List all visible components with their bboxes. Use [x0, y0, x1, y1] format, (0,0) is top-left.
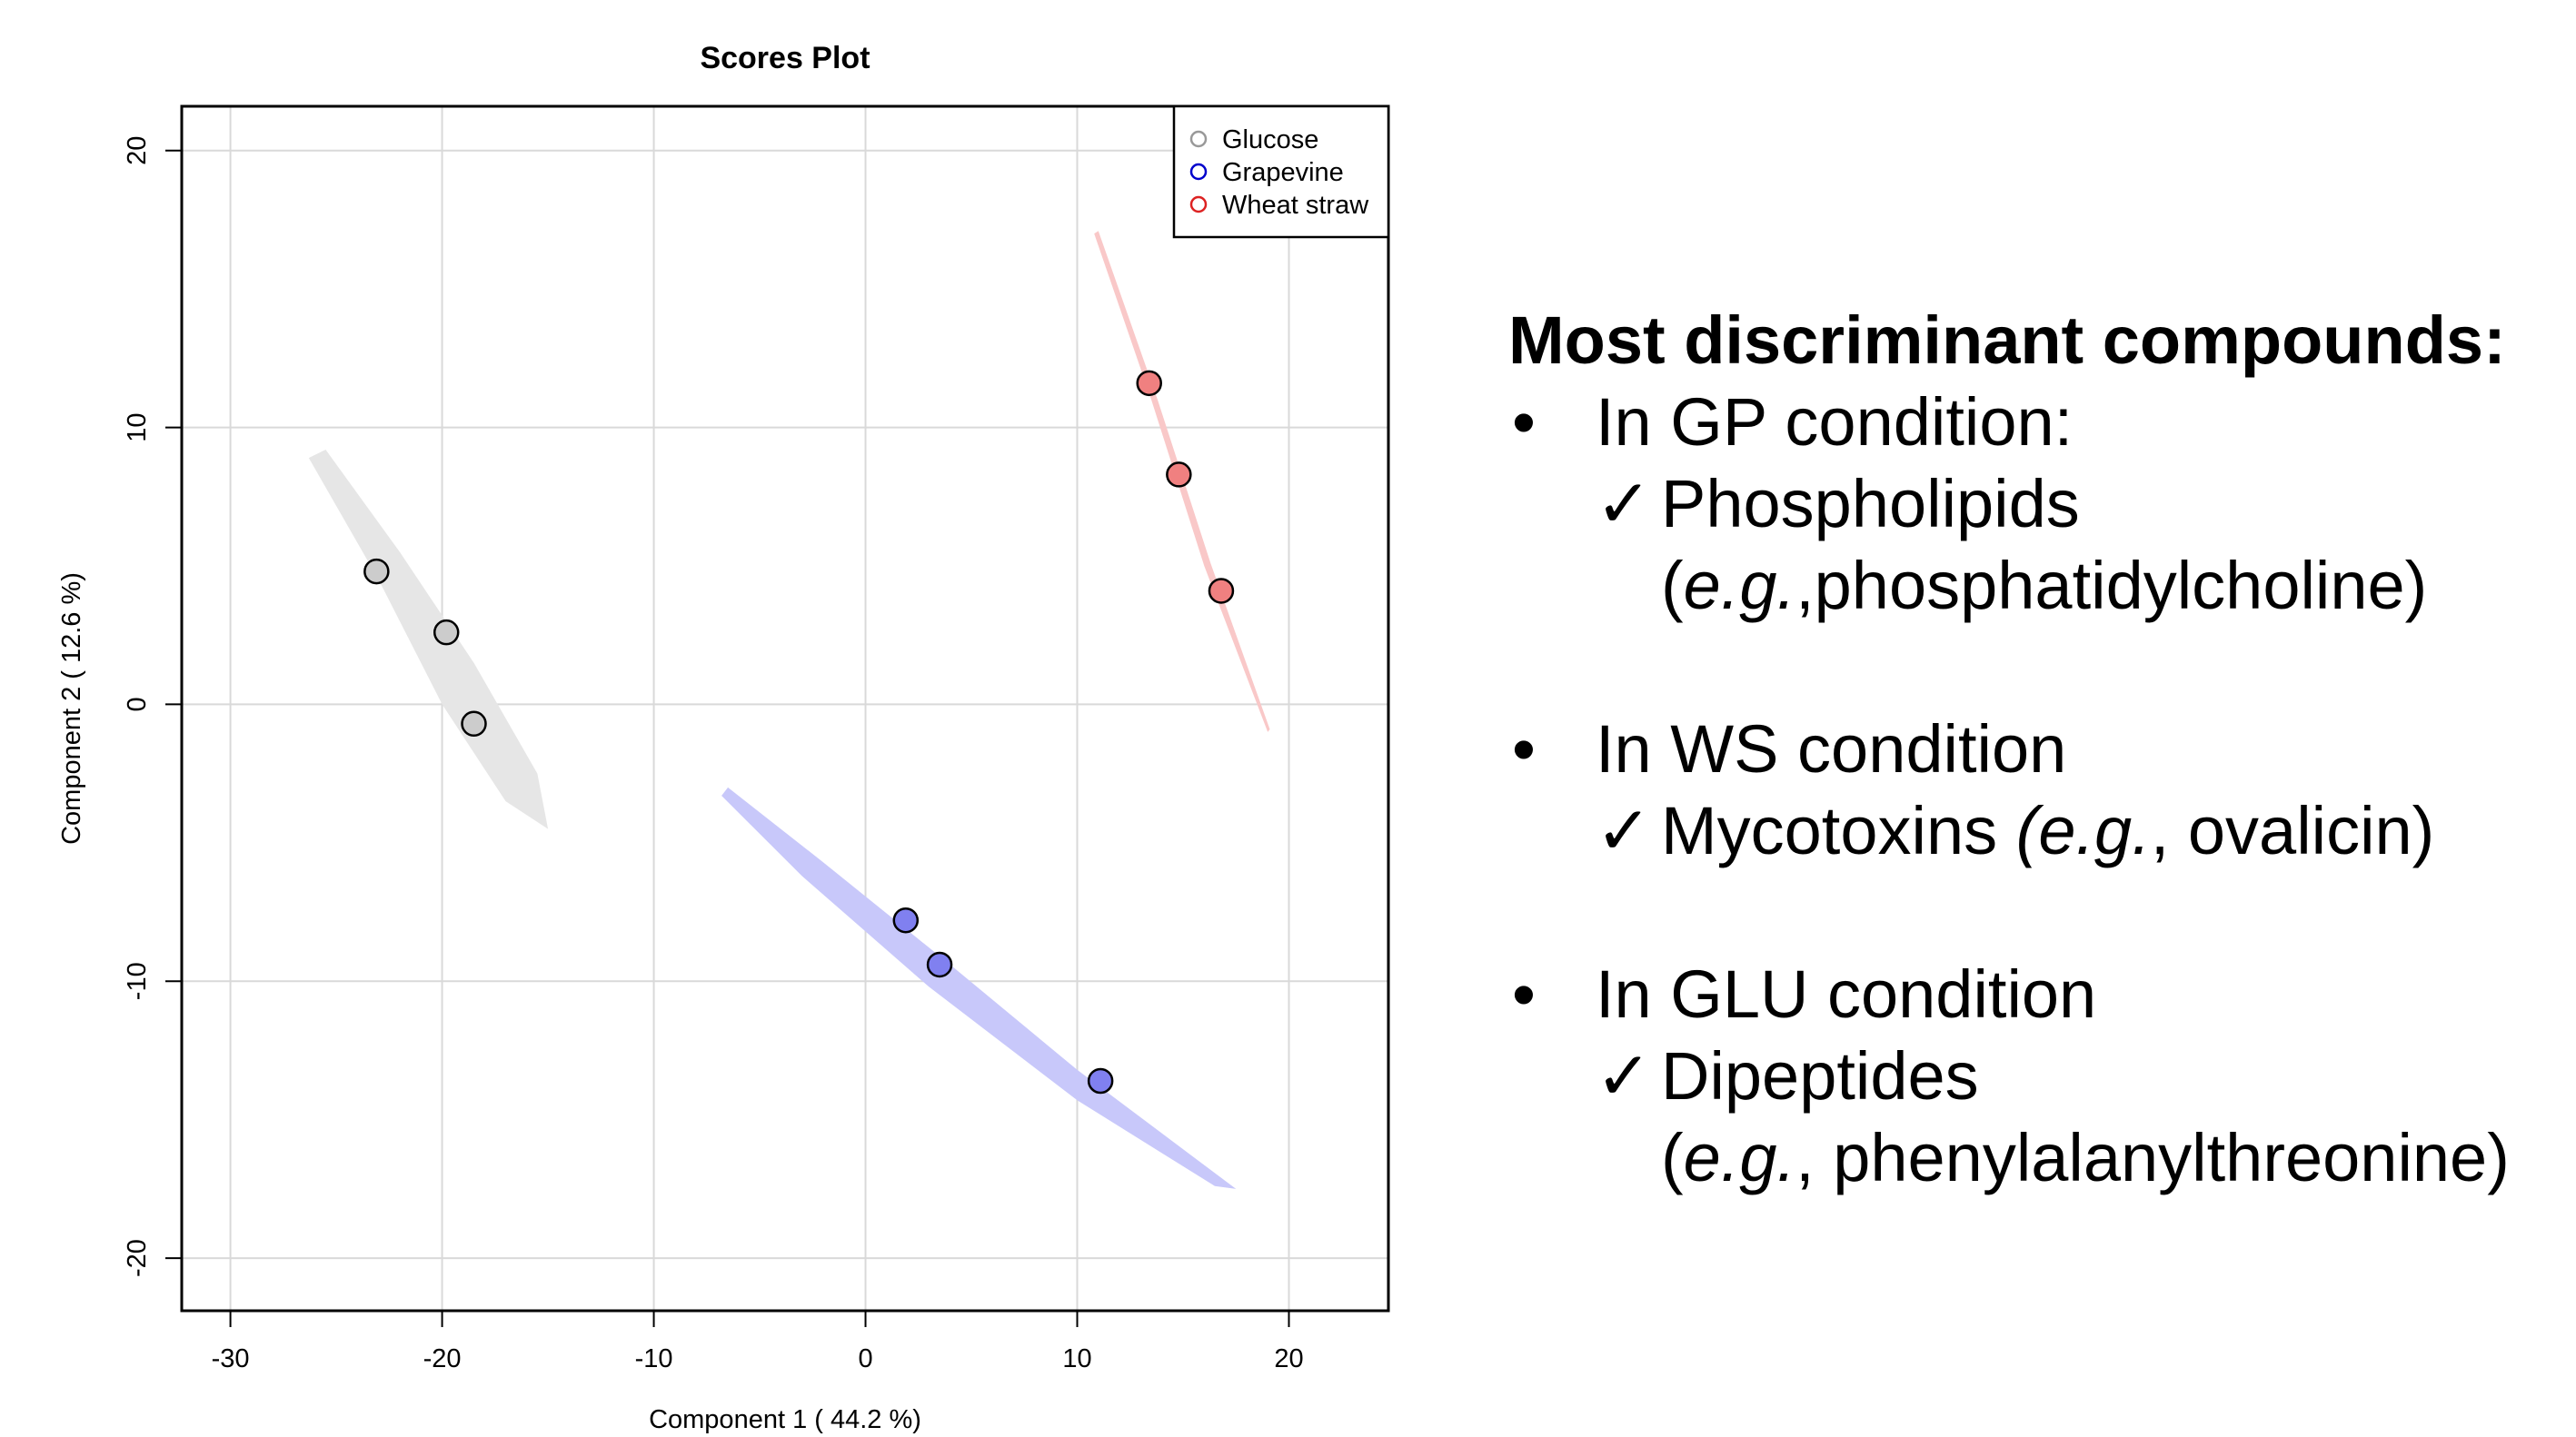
- ws-condition-label: In WS condition: [1596, 711, 2067, 787]
- y-tick-label: 10: [123, 412, 152, 441]
- y-axis-label: Component 2 ( 12.6 %): [57, 572, 86, 845]
- checkmark-icon: ✓: [1596, 466, 1653, 541]
- x-tick-label: 0: [858, 1344, 872, 1373]
- legend-entry: Glucose: [1222, 125, 1318, 154]
- x-tick-label: -30: [212, 1344, 250, 1373]
- x-tick-label: -20: [423, 1344, 462, 1373]
- ws-compound-item: ✓ Mycotoxins (e.g., ovalicin): [1508, 790, 2562, 872]
- point-glucose: [363, 558, 390, 585]
- ellipse-grapevine: [721, 787, 1237, 1189]
- x-tick-label: -10: [635, 1344, 673, 1373]
- legend-entry: Wheat straw: [1222, 191, 1369, 220]
- gp-compound-item: ✓ Phospholipids: [1508, 463, 2562, 545]
- legend-marker: [1189, 130, 1208, 148]
- x-tick-label: 10: [1062, 1344, 1091, 1373]
- gp-example-open: (: [1661, 548, 1684, 623]
- gp-example-text: ,phosphatidylcholine): [1795, 548, 2428, 623]
- gp-compound-example: (e.g.,phosphatidylcholine): [1508, 545, 2562, 627]
- ws-example-open: (: [2015, 793, 2039, 868]
- axis-ticks: -30 -20 -10 0 10 20 -20 -10 0 10 20: [123, 136, 1304, 1373]
- legend-entry: Grapevine: [1222, 158, 1344, 187]
- discriminant-compounds-panel: Most discriminant compounds: In GP condi…: [1508, 300, 2562, 1199]
- legend-marker: [1189, 163, 1208, 181]
- ellipse-glucose: [308, 450, 549, 829]
- ws-condition-bullet: In WS condition: [1508, 709, 2562, 790]
- gp-compound-label: Phospholipids: [1661, 466, 2080, 541]
- glu-compound-label: Dipeptides: [1661, 1038, 1979, 1114]
- point-wheat-straw: [1208, 578, 1235, 604]
- point-glucose: [433, 619, 460, 646]
- scores-plot: -30 -20 -10 0 10 20 -20 -10 0 10 20 Scores Plot Co…: [57, 41, 1390, 1434]
- glu-example-text: , phenylalanylthreonine): [1795, 1120, 2510, 1195]
- plot-frame: [180, 104, 1390, 1313]
- glu-condition-label: In GLU condition: [1596, 956, 2097, 1032]
- y-tick-label: 0: [123, 697, 152, 711]
- point-glucose: [461, 710, 487, 738]
- ws-example-eg: e.g.: [2038, 793, 2151, 868]
- gp-condition-label: In GP condition:: [1596, 384, 2074, 460]
- legend: Glucose Grapevine Wheat straw: [1172, 104, 1390, 239]
- score-points: [363, 370, 1235, 1095]
- y-tick-label: -10: [123, 962, 152, 1000]
- glu-compound-item: ✓ Dipeptides: [1508, 1036, 2562, 1117]
- panel-heading: Most discriminant compounds:: [1508, 302, 2506, 378]
- point-wheat-straw: [1136, 370, 1162, 397]
- glu-example-open: (: [1661, 1120, 1684, 1195]
- y-tick-label: -20: [123, 1239, 152, 1277]
- ws-example-text: , ovalicin): [2150, 793, 2435, 868]
- gp-condition-bullet: In GP condition:: [1508, 382, 2562, 463]
- x-tick-label: 20: [1274, 1344, 1303, 1373]
- confidence-ellipses: [308, 231, 1270, 1189]
- point-grapevine: [926, 951, 953, 978]
- glu-compound-example: (e.g., phenylalanylthreonine): [1508, 1117, 2562, 1199]
- point-grapevine: [1087, 1067, 1114, 1095]
- grid-lines: [182, 106, 1388, 1311]
- checkmark-icon: ✓: [1596, 793, 1653, 868]
- gp-example-eg: e.g.: [1683, 548, 1796, 623]
- glu-condition-bullet: In GLU condition: [1508, 954, 2562, 1036]
- y-tick-label: 20: [123, 136, 152, 165]
- glu-example-eg: e.g.: [1683, 1120, 1796, 1195]
- x-axis-label: Component 1 ( 44.2 %): [649, 1405, 921, 1434]
- point-wheat-straw: [1166, 461, 1192, 488]
- legend-marker: [1189, 195, 1208, 213]
- point-grapevine: [892, 907, 920, 934]
- legend-box: [1172, 104, 1390, 239]
- checkmark-icon: ✓: [1596, 1038, 1653, 1114]
- chart-title: Scores Plot: [700, 41, 870, 75]
- ws-compound-label: Mycotoxins: [1661, 793, 2016, 868]
